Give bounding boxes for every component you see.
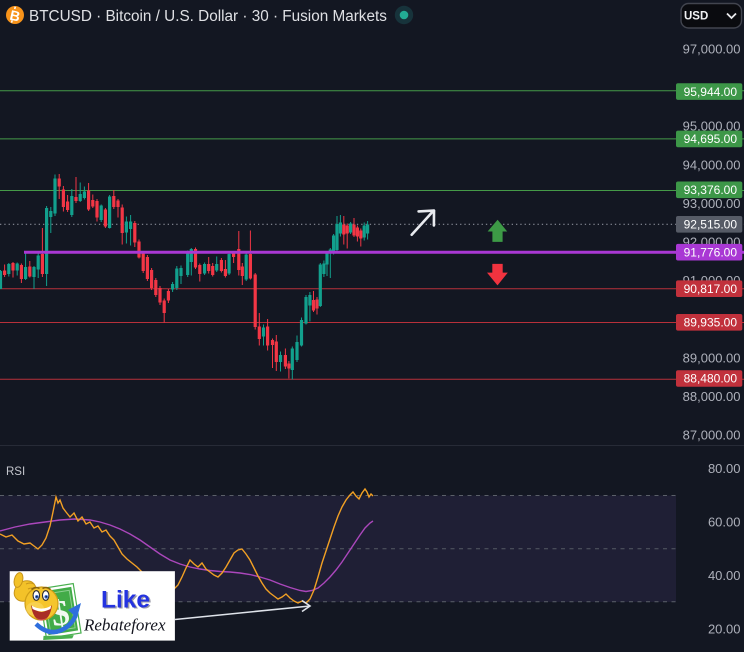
svg-text:91,776.00: 91,776.00 <box>684 245 738 259</box>
svg-text:95,000.00: 95,000.00 <box>683 119 741 134</box>
svg-text:Like: Like <box>101 587 150 614</box>
svg-text:B: B <box>8 7 21 25</box>
svg-text:BTCUSD · Bitcoin / U.S. Dollar: BTCUSD · Bitcoin / U.S. Dollar · 30 · Fu… <box>29 8 387 25</box>
svg-text:93,000.00: 93,000.00 <box>683 196 741 211</box>
svg-text:92,515.00: 92,515.00 <box>684 218 738 232</box>
svg-text:93,376.00: 93,376.00 <box>684 183 738 197</box>
svg-text:40.00: 40.00 <box>708 568 741 583</box>
svg-text:60.00: 60.00 <box>708 514 741 529</box>
svg-text:80.00: 80.00 <box>708 461 741 476</box>
svg-text:90,817.00: 90,817.00 <box>684 282 738 296</box>
svg-text:87,000.00: 87,000.00 <box>683 428 741 443</box>
svg-text:RSI: RSI <box>6 466 25 478</box>
svg-text:Rebateforex: Rebateforex <box>83 616 166 635</box>
svg-text:95,944.00: 95,944.00 <box>684 85 738 99</box>
svg-text:89,935.00: 89,935.00 <box>684 316 738 330</box>
svg-text:20.00: 20.00 <box>708 621 741 636</box>
svg-text:88,000.00: 88,000.00 <box>683 389 741 404</box>
svg-text:94,000.00: 94,000.00 <box>683 157 741 172</box>
svg-text:97,000.00: 97,000.00 <box>683 42 741 57</box>
svg-text:94,695.00: 94,695.00 <box>684 132 738 146</box>
svg-text:USD: USD <box>684 11 708 23</box>
svg-text:88,480.00: 88,480.00 <box>684 372 738 386</box>
svg-text:89,000.00: 89,000.00 <box>683 350 741 365</box>
svg-text:Like: Like <box>103 588 152 615</box>
